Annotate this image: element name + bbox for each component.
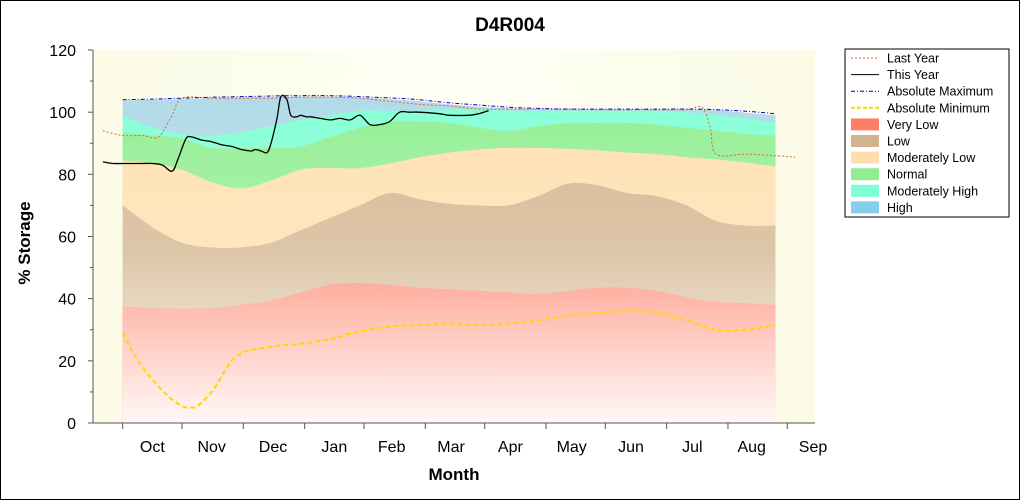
legend-label: Moderately Low [887,151,976,165]
legend-swatch [851,168,879,181]
legend-item-very-low: Very Low [851,118,939,132]
legend-swatch [851,184,879,197]
y-tick-label: 60 [58,230,76,247]
x-tick-label-jun: Jun [618,439,644,456]
legend-label: Last Year [887,52,939,66]
legend-label: Absolute Minimum [887,101,990,115]
legend-item-low: Low [851,135,911,149]
y-tick-label: 120 [49,43,76,60]
x-tick-label-feb: Feb [378,439,406,456]
x-tick-label-dec: Dec [259,439,287,456]
legend-swatch [851,201,879,214]
legend-label: Moderately High [887,184,978,198]
series-lines-layer [102,94,796,409]
legend-item-moderately-low: Moderately Low [851,151,976,165]
legend-label: High [887,201,913,215]
legend: Last Year This Year Absolute Maximum Absolu… [851,52,993,215]
y-tick-label: 20 [58,354,76,371]
x-tick-label-aug: Aug [737,439,765,456]
legend-item-absolute-maximum: Absolute Maximum [851,85,993,99]
legend-label: This Year [887,68,939,82]
x-tick-label-nov: Nov [197,439,225,456]
y-tick-label: 100 [49,105,76,122]
x-tick-label-jan: Jan [321,439,347,456]
series-this-year [102,94,489,172]
x-axis-title: Month [429,465,480,484]
series-last-year [102,96,796,158]
axes-layer: 0 20 40 60 80 100 120 Oct Nov Dec Jan Feb Mar Apr May J… [49,43,827,456]
legend-label: Very Low [887,118,939,132]
x-tick-label-jul: Jul [682,439,702,456]
x-tick-label-apr: Apr [498,439,524,456]
y-tick-label: 80 [58,167,76,184]
x-tick-label-may: May [557,439,587,456]
series-absolute-minimum [121,310,776,409]
x-tick-label-sep: Sep [799,439,828,456]
series-absolute-maximum [122,95,776,115]
legend-swatch [851,151,879,164]
legend-item-moderately-high: Moderately High [851,184,978,198]
y-tick-label: 40 [58,292,76,309]
legend-item-high: High [851,201,913,215]
band-fade-overlay [122,50,776,423]
y-axis-title: % Storage [15,201,34,284]
legend-swatch [851,135,879,147]
legend-item-absolute-minimum: Absolute Minimum [851,101,990,115]
x-tick-label-oct: Oct [140,439,165,456]
legend-item-normal: Normal [851,168,927,182]
chart-title: D4R004 [475,15,545,36]
legend-label: Low [887,135,911,149]
legend-item-this-year: This Year [851,68,939,82]
x-tick-label-mar: Mar [437,439,465,456]
legend-item-last-year: Last Year [851,52,939,66]
legend-swatch [851,118,879,131]
legend-label: Normal [887,168,927,182]
legend-label: Absolute Maximum [887,85,993,99]
y-tick-label: 0 [67,416,76,433]
